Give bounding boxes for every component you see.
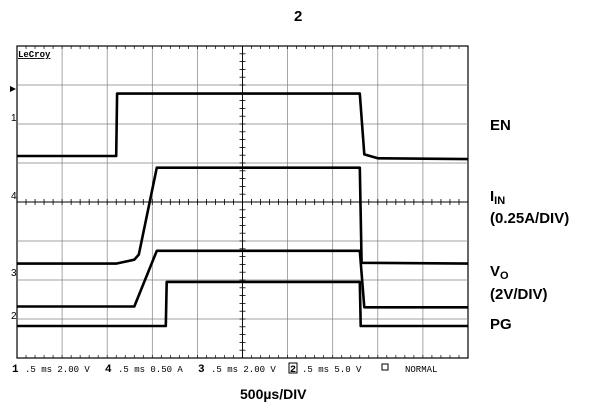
label-iin-main: I [490,188,495,205]
label-vo-scale: (2V/DIV) [490,286,548,303]
status-ch3-setting: .5 ms 2.00 V [211,365,276,375]
label-iin-sub: IN [494,195,506,207]
status-ch2-setting: .5 ms 5.0 V [302,365,362,375]
trace-vo [17,249,468,309]
label-vo-sub: O [500,270,509,282]
timebase-label: 500µs/DIV [240,386,307,402]
trace-en [17,92,469,161]
label-vo-main: V [490,263,501,280]
status-ch1-setting: .5 ms 2.00 V [25,365,90,375]
label-iin-scale: (0.25A/DIV) [490,210,570,227]
label-pg: PG [490,316,512,333]
status-ch3-number: 3 [198,364,205,376]
label-en: EN [490,117,511,134]
acquisition-square-icon [381,363,389,371]
status-ch4-number: 4 [105,364,112,376]
ch4-marker: 4 [11,191,17,202]
status-mode: NORMAL [405,365,437,375]
trace-pg [17,280,468,328]
traces [17,92,469,328]
ch2-box-icon [288,362,298,374]
status-ch4-setting: .5 ms 0.50 A [118,365,183,375]
ch1-marker: 1 [11,113,17,124]
label-iin: IIN [490,188,506,207]
status-line: 1 .5 ms 2.00 V 4 .5 ms 0.50 A 3 .5 ms 2.… [12,362,437,376]
ch3-marker: 3 [11,268,17,279]
trigger-marker [10,86,16,92]
status-ch1-number: 1 [12,364,19,376]
label-vo: VO [490,263,509,282]
figure-number: 2 [294,8,303,25]
ch2-marker: 2 [11,311,17,322]
status-ch2-number: 2 [290,365,296,376]
trace-iin [17,166,469,265]
brand-logo: LeCroy [18,50,51,60]
